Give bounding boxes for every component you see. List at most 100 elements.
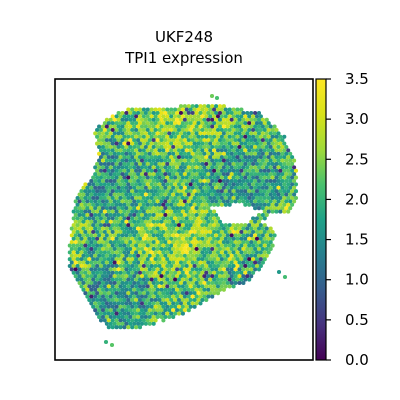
spot-point bbox=[118, 141, 123, 146]
spot-point bbox=[159, 110, 164, 116]
spot-point bbox=[137, 277, 143, 282]
spot-point bbox=[280, 165, 285, 170]
spot-point bbox=[169, 263, 174, 269]
spot-point bbox=[157, 216, 162, 221]
spot-point bbox=[95, 257, 100, 262]
spot-point bbox=[155, 199, 160, 204]
spot-point bbox=[208, 229, 213, 235]
spot-point bbox=[149, 107, 154, 112]
spot-point bbox=[165, 202, 170, 207]
spot-point bbox=[182, 178, 187, 184]
spot-point bbox=[196, 257, 201, 262]
spot-point bbox=[272, 144, 277, 150]
spot-point bbox=[98, 148, 104, 153]
spot-point bbox=[85, 287, 90, 292]
spot-point bbox=[245, 267, 250, 272]
spot-point bbox=[97, 124, 102, 129]
spot-point bbox=[196, 291, 201, 296]
spot-point bbox=[95, 291, 100, 296]
spot-point bbox=[253, 192, 258, 197]
spot-point bbox=[163, 158, 168, 163]
spot-point bbox=[106, 175, 111, 180]
spot-point bbox=[151, 158, 156, 163]
spot-point bbox=[192, 175, 197, 180]
spot-point bbox=[173, 195, 178, 201]
spot-point bbox=[264, 199, 269, 204]
spot-point bbox=[169, 216, 174, 221]
spot-point bbox=[132, 117, 137, 122]
spot-point bbox=[141, 284, 146, 289]
spot-point bbox=[237, 267, 242, 272]
spot-point bbox=[293, 195, 299, 201]
spot-point bbox=[153, 270, 158, 275]
spot-point bbox=[262, 189, 267, 194]
spot-point bbox=[98, 229, 104, 235]
spot-point bbox=[188, 223, 193, 228]
spot-point bbox=[206, 104, 211, 109]
spot-point bbox=[114, 155, 119, 160]
spot-point bbox=[155, 287, 160, 292]
spot-point bbox=[163, 124, 168, 129]
spot-point bbox=[98, 236, 104, 241]
spot-point bbox=[266, 148, 271, 153]
spot-point bbox=[93, 199, 98, 204]
spot-point bbox=[169, 195, 174, 201]
spot-point bbox=[288, 185, 293, 190]
spot-point bbox=[180, 202, 185, 207]
spot-point bbox=[161, 148, 166, 153]
spot-point bbox=[104, 172, 109, 177]
spot-point bbox=[184, 175, 189, 180]
spot-point bbox=[210, 185, 215, 190]
spot-point bbox=[254, 127, 260, 133]
spot-point bbox=[208, 168, 213, 173]
spot-point bbox=[223, 284, 228, 289]
spot-point bbox=[182, 206, 187, 211]
spot-point bbox=[85, 267, 90, 272]
spot-point bbox=[175, 212, 180, 218]
spot-point bbox=[173, 291, 178, 296]
spot-point bbox=[212, 148, 217, 153]
spot-point bbox=[159, 172, 164, 177]
spot-point bbox=[292, 192, 297, 197]
spot-point bbox=[227, 223, 232, 228]
spot-point bbox=[262, 175, 267, 180]
spot-point bbox=[206, 206, 211, 211]
spot-point bbox=[118, 250, 123, 255]
spot-point bbox=[247, 189, 252, 194]
spot-point bbox=[184, 168, 189, 173]
spot-point bbox=[253, 219, 258, 224]
spot-point bbox=[237, 240, 242, 245]
spot-point bbox=[284, 144, 289, 150]
spot-point bbox=[161, 270, 166, 275]
spot-point bbox=[266, 127, 271, 133]
spot-point bbox=[171, 280, 176, 286]
spot-point bbox=[81, 260, 86, 265]
spot-point bbox=[258, 257, 263, 262]
spot-point bbox=[221, 178, 226, 184]
spot-point bbox=[145, 223, 150, 228]
spot-point bbox=[173, 107, 178, 112]
spot-point bbox=[137, 114, 143, 119]
spot-point bbox=[85, 246, 90, 252]
spot-point bbox=[104, 219, 109, 224]
spot-point bbox=[169, 127, 174, 133]
spot-point bbox=[173, 223, 178, 228]
spot-point bbox=[139, 151, 145, 156]
spot-point bbox=[106, 243, 111, 248]
spot-point bbox=[161, 236, 166, 241]
spot-point bbox=[114, 297, 119, 303]
spot-point bbox=[217, 165, 223, 170]
spot-point bbox=[85, 294, 90, 299]
spot-point bbox=[217, 274, 223, 279]
spot-point bbox=[196, 182, 201, 187]
spot-point bbox=[231, 107, 236, 112]
spot-point bbox=[239, 127, 244, 133]
spot-point bbox=[108, 226, 113, 231]
spot-point bbox=[251, 141, 256, 146]
spot-point bbox=[264, 185, 269, 190]
spot-point bbox=[112, 314, 117, 320]
spot-point bbox=[206, 219, 211, 224]
spot-point bbox=[128, 178, 133, 184]
spot-point bbox=[219, 229, 224, 235]
spot-point bbox=[141, 304, 146, 309]
